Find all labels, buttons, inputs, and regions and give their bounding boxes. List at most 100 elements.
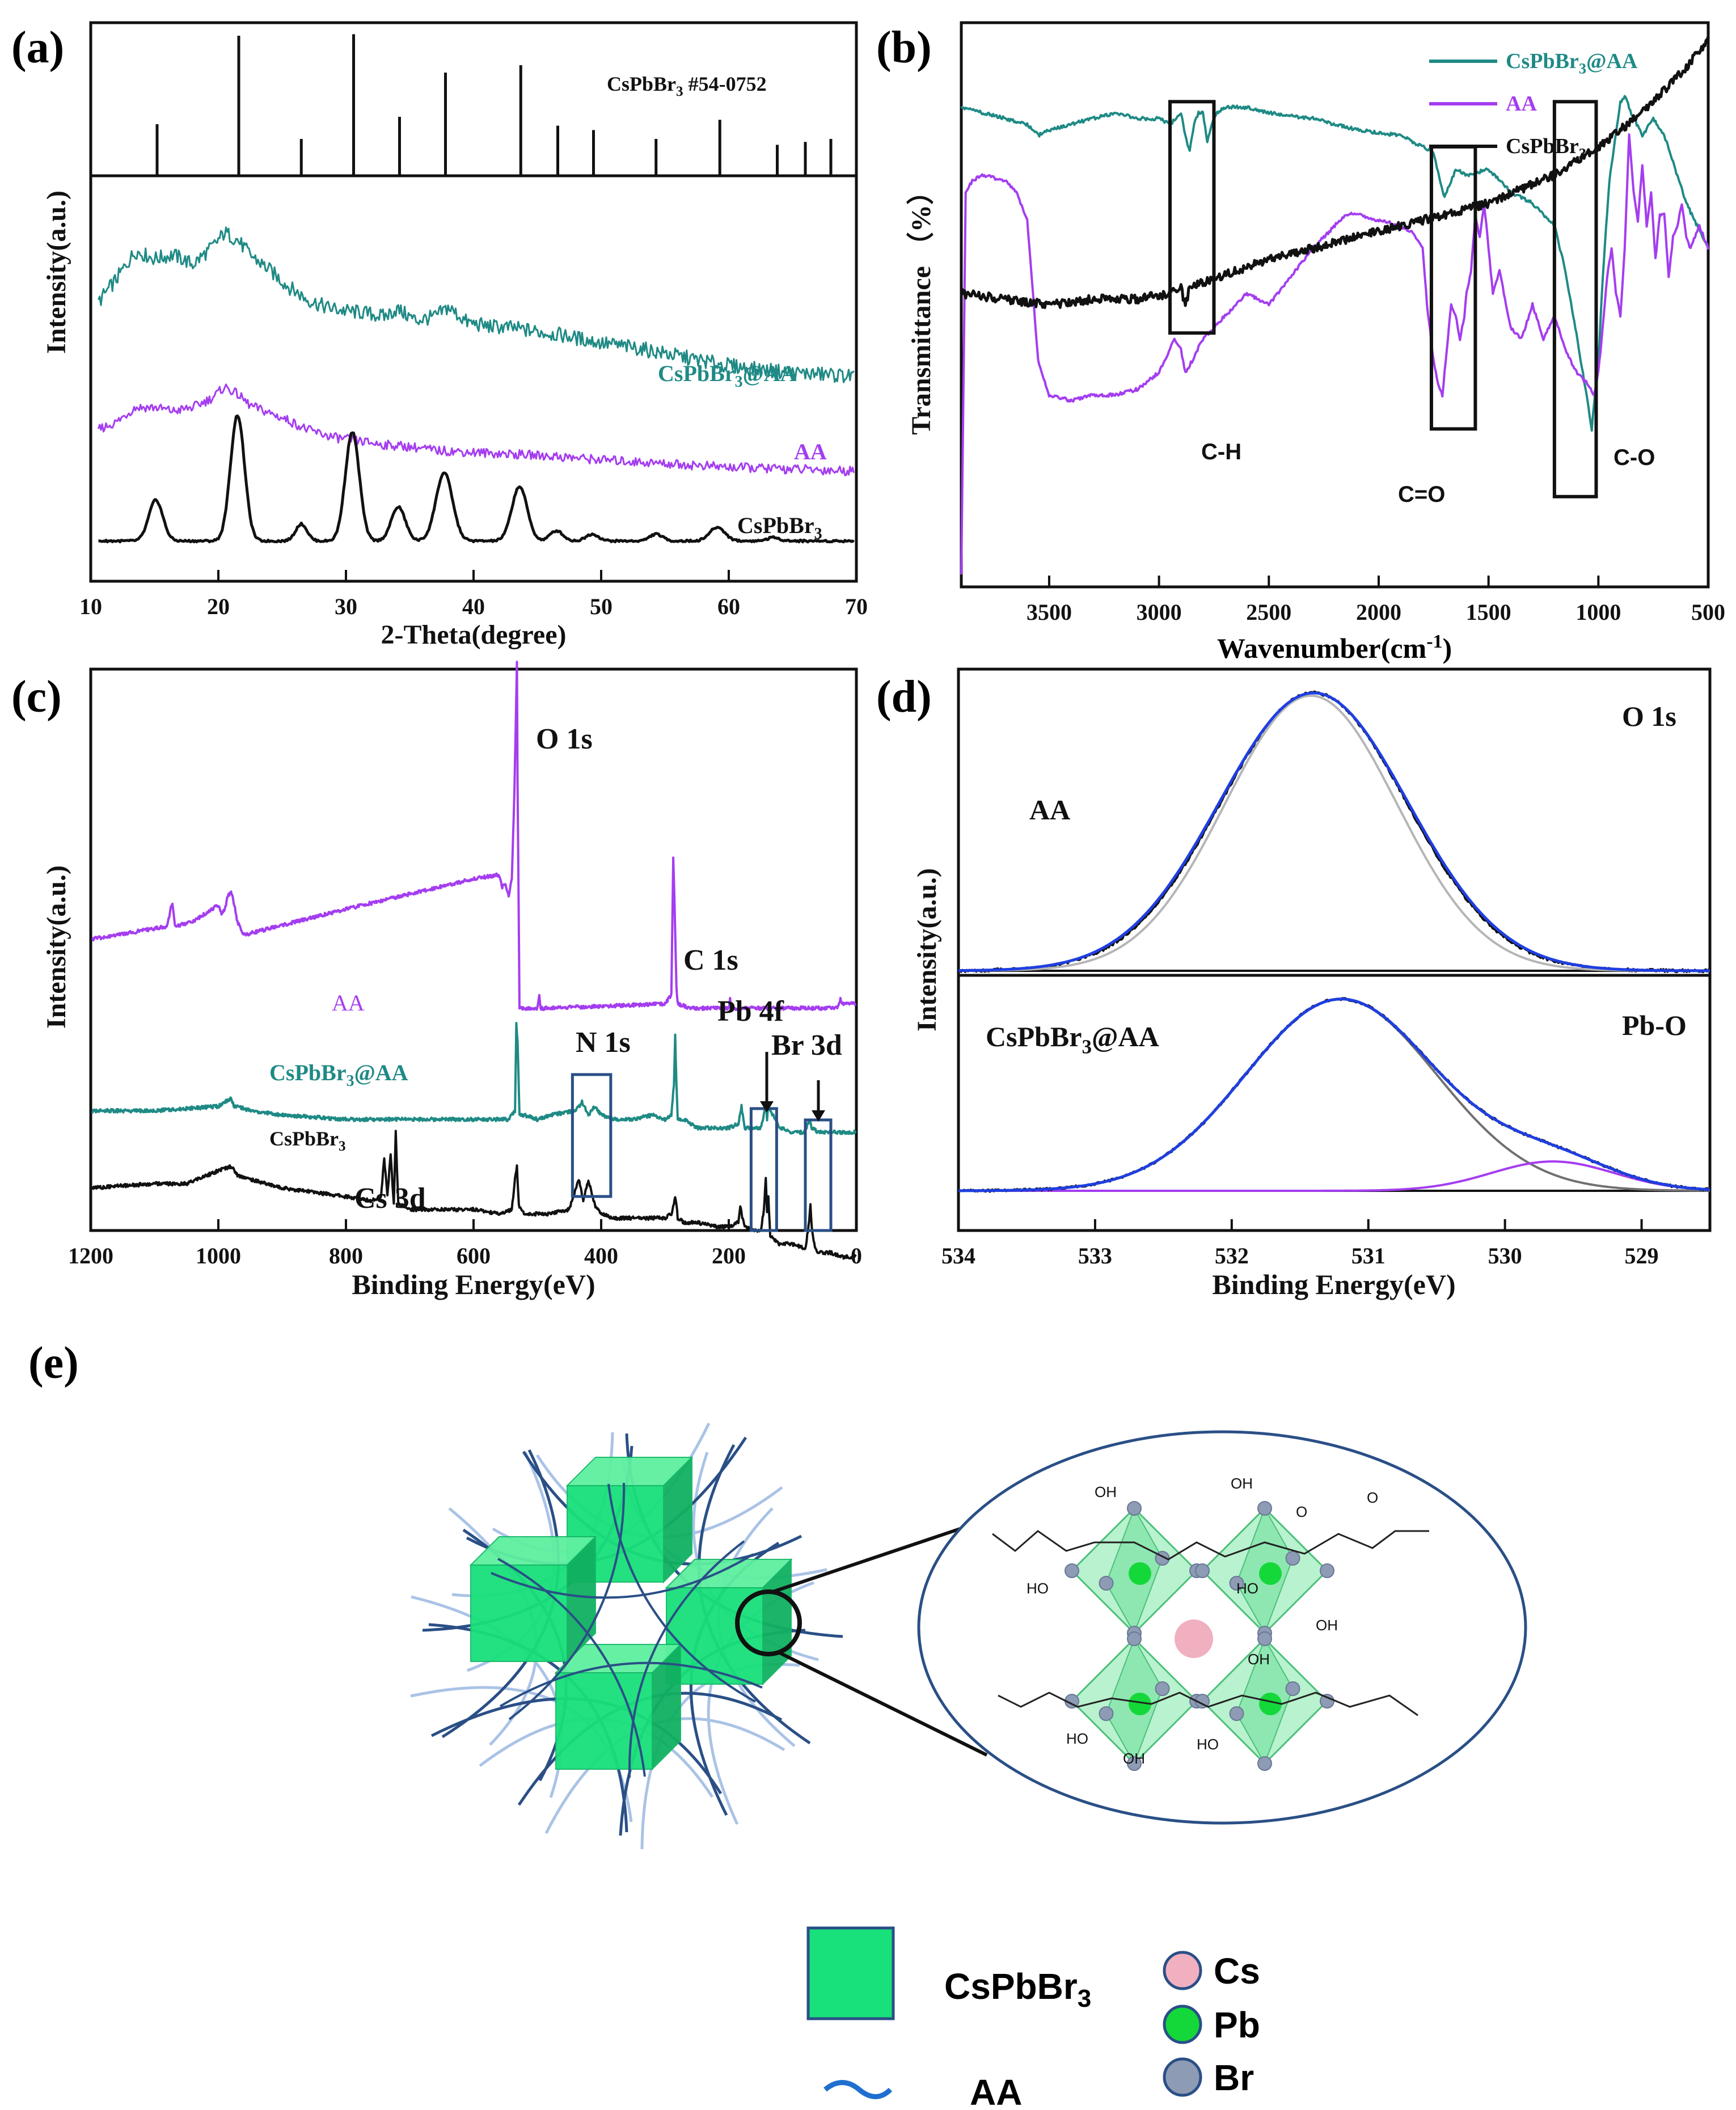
br-atom-2-5 [1099, 1706, 1114, 1721]
c-frame [89, 667, 858, 1232]
panel-label-c: (c) [11, 672, 62, 722]
legend-pb-icon [1163, 2005, 1202, 2044]
c-series-aa [91, 661, 857, 1011]
d-frame [957, 667, 1712, 1232]
d-tick-label-531: 531 [1351, 1243, 1386, 1268]
molecule-label-oh-8: OH [1123, 1750, 1145, 1767]
molecule-label-ho-3: HO [1236, 1580, 1258, 1597]
a-tick-label-40: 40 [462, 594, 485, 619]
d-xlabel: Binding Energy(eV) [1212, 1268, 1455, 1300]
c-label-o1s: O 1s [536, 723, 593, 755]
a-frame [89, 21, 858, 583]
d-label-aa: AA [1029, 794, 1070, 826]
aa-fiber-over-1 [497, 1558, 646, 1777]
a-tick-label-30: 30 [335, 594, 357, 619]
molecule-label-o-9: O [1296, 1503, 1307, 1520]
b-annotation-box-1 [1429, 145, 1477, 431]
schematic-legend: CsPbBr3 AA Cs Pb Br [806, 1926, 1260, 2110]
b-ylabel: Transmittance （%） [906, 177, 936, 435]
c-series-cspbbr3 [91, 1130, 857, 1260]
c-tick-label-1000: 1000 [196, 1243, 241, 1268]
molecule-label-oh-1: OH [1231, 1475, 1253, 1492]
a-tick-label-70: 70 [845, 594, 868, 619]
c-series-cspbbr3-aa [91, 1022, 857, 1135]
aa-chain-bottom [998, 1692, 1418, 1716]
molecule-label-oh-4: OH [1316, 1617, 1338, 1634]
molecular-structure: OH OH HO HO OH OH HO HO OH O O [992, 1475, 1429, 1771]
b-legend-cspbbr3-label: CsPbBr3 [1506, 134, 1586, 162]
legend-aa-label: AA [970, 2072, 1022, 2110]
molecule-label-ho-6: HO [1066, 1730, 1088, 1747]
pb-atom-1 [1259, 1562, 1282, 1585]
b-annotation-ch: C-H [1201, 439, 1241, 464]
br-atom-1-3 [1195, 1563, 1210, 1578]
b-annotation-box-2 [1552, 100, 1598, 498]
panel-label-b: (b) [876, 23, 932, 73]
panel-d-xps-o1s: AA O 1s CsPbBr3@AA Pb-O 534 533 532 531 530 529 Bi… [912, 667, 1712, 1300]
a-reference-label: CsPbBr3 #54-0752 [607, 73, 767, 99]
c-tick-label-200: 200 [712, 1243, 746, 1268]
b-series-cspbbr3 [961, 36, 1710, 310]
b-tick-label-1500: 1500 [1466, 599, 1511, 625]
b-xlabel: Wavenumber(cm-1) [1217, 631, 1452, 664]
a-tick-label-60: 60 [717, 594, 740, 619]
c-box-n1s [571, 1073, 613, 1198]
c-label-br3d: Br 3d [771, 1029, 842, 1062]
molecule-label-oh-5: OH [1248, 1651, 1270, 1668]
a-series-cspbbr3 [98, 414, 855, 544]
panel-e-schematic: OH OH HO HO OH OH HO HO OH O O CsPbBr3 AA Cs Pb Br [410, 1422, 1527, 2110]
br-atom-3-5 [1229, 1706, 1244, 1721]
b-annotation-co-double: C=O [1398, 482, 1445, 507]
a-series-aa [98, 383, 855, 476]
aa-fiber-over-3 [491, 1553, 754, 1599]
br-atom-2-4 [1155, 1681, 1170, 1696]
b-tick-label-2000: 2000 [1356, 599, 1401, 625]
a-xlabel: 2-Theta(degree) [381, 620, 567, 650]
b-annotation-co: C-O [1613, 445, 1655, 470]
cs-atom [1175, 1620, 1213, 1658]
c-tick-label-1200: 1200 [68, 1243, 113, 1268]
d-label-cspbbr3-aa: CsPbBr3@AA [986, 1021, 1159, 1058]
panel-label-e: (e) [28, 1338, 79, 1388]
br-atom-1-5 [1229, 1576, 1244, 1591]
b-frame [960, 21, 1710, 589]
br-atom-0-0 [1127, 1501, 1142, 1516]
d-tick-label-533: 533 [1078, 1243, 1112, 1268]
b-tick-label-3500: 3500 [1027, 599, 1072, 625]
d-label-o1s: O 1s [1622, 700, 1676, 732]
br-atom-2-0 [1127, 1631, 1142, 1646]
b-tick-label-500: 500 [1691, 599, 1725, 625]
molecule-label-ho-7: HO [1197, 1736, 1219, 1753]
panel-label-d: (d) [876, 672, 932, 722]
a-label-cspbbr3-aa: CsPbBr3@AA [658, 361, 797, 391]
c-label-cspbbr3: CsPbBr3 [269, 1127, 346, 1154]
aa-fiber-over-5 [628, 1540, 745, 1778]
d-tick-label-529: 529 [1625, 1243, 1659, 1268]
d-bottom-envelope [958, 997, 1710, 1193]
br-atom-1-1 [1320, 1563, 1334, 1578]
cube-1-front [470, 1564, 568, 1662]
b-series-aa [960, 133, 1709, 575]
b-tick-label-3000: 3000 [1137, 599, 1182, 625]
a-tick-label-50: 50 [590, 594, 613, 619]
a-tick-label-20: 20 [207, 594, 230, 619]
d-top-raw [958, 690, 1711, 974]
br-atom-3-2 [1257, 1756, 1272, 1771]
c-tick-label-600: 600 [457, 1243, 491, 1268]
c-label-c1s: C 1s [683, 944, 738, 976]
legend-aa-wave-icon [823, 2080, 893, 2099]
a-ylabel: Intensity(a.u.) [41, 191, 71, 354]
a-series-cspbbr3-aa [98, 226, 855, 383]
pb-atom-0 [1129, 1562, 1151, 1585]
panel-label-a: (a) [11, 23, 64, 73]
c-box-pb4f [749, 1107, 778, 1232]
d-ylabel: Intensity(a.u.) [912, 868, 942, 1031]
molecule-label-oh-0: OH [1095, 1483, 1117, 1500]
c-label-n1s: N 1s [576, 1026, 631, 1059]
d-tick-label-534: 534 [941, 1243, 975, 1268]
br-atom-0-3 [1065, 1563, 1079, 1578]
pb-atom-2 [1129, 1693, 1151, 1715]
c-ylabel: Intensity(a.u.) [41, 865, 71, 1029]
molecule-label-ho-2: HO [1027, 1580, 1049, 1597]
